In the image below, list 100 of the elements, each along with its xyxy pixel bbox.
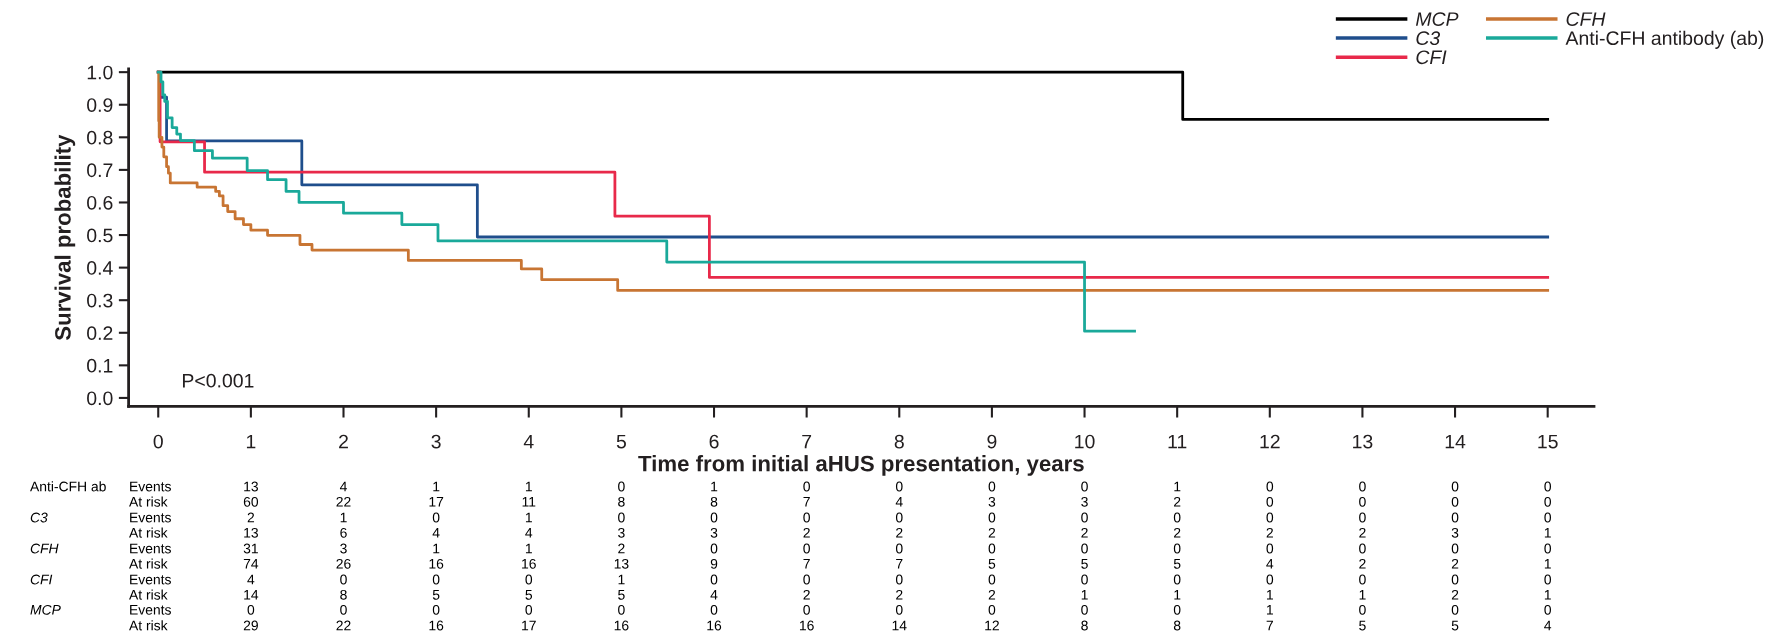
x-tick-label: 14 <box>1445 434 1466 449</box>
y-tick-label: 0.2 <box>87 326 113 341</box>
text: 1 <box>1359 590 1366 600</box>
text: 0 <box>1173 512 1181 523</box>
text: 0 <box>803 543 810 554</box>
text: 3 <box>1081 496 1088 507</box>
text: 16 <box>429 620 444 631</box>
text: 0 <box>710 604 718 615</box>
text: 0 <box>340 604 347 615</box>
text: 0 <box>710 543 718 554</box>
text: 7 <box>1266 620 1273 631</box>
text: 5 <box>525 590 533 600</box>
text: 2 <box>896 589 903 600</box>
text: 13 <box>614 558 629 569</box>
x-tick-label: 13 <box>1353 434 1373 449</box>
text: Anti-CFH ab <box>30 481 106 492</box>
text: 0 <box>525 604 533 615</box>
legend-label: CFI <box>1416 50 1447 65</box>
text: 2 <box>1359 558 1366 569</box>
text: 2 <box>896 527 903 538</box>
text: 1 <box>1266 605 1273 615</box>
text: 0 <box>432 574 440 585</box>
text: 11 <box>522 497 536 507</box>
text: 74 <box>243 559 259 569</box>
legend-label: MCP <box>1415 12 1459 26</box>
text: 5 <box>1451 620 1459 631</box>
text: CFH <box>30 543 59 554</box>
y-tick-label: 0.0 <box>87 391 113 406</box>
text: 2 <box>1266 527 1273 538</box>
text: 2 <box>247 512 255 523</box>
text: 2 <box>1174 496 1181 507</box>
text: 0 <box>988 604 996 615</box>
text: 0 <box>1266 496 1274 507</box>
text: 5 <box>1359 620 1366 631</box>
x-tick-label: 5 <box>616 434 626 449</box>
text: 9 <box>710 558 718 569</box>
text: 1 <box>1081 590 1088 600</box>
text: 60 <box>243 496 259 507</box>
x-tick-label: 7 <box>802 434 812 449</box>
text: 8 <box>1081 620 1088 631</box>
text: 0 <box>988 512 996 523</box>
x-tick-label: 8 <box>894 434 904 449</box>
text: 7 <box>803 497 810 507</box>
y-tick-label: 0.5 <box>87 228 113 243</box>
text: 16 <box>707 620 722 631</box>
text: 0 <box>1266 481 1274 492</box>
text: 8 <box>710 496 718 507</box>
text: 0 <box>1544 574 1551 585</box>
text: At risk <box>129 496 168 507</box>
text: 4 <box>1544 620 1552 631</box>
text: 16 <box>429 558 444 569</box>
text: MCP <box>30 604 61 615</box>
text: 0 <box>1544 604 1551 615</box>
text: 0 <box>988 481 996 492</box>
text: 0 <box>247 604 255 615</box>
text: 2 <box>988 527 996 538</box>
text: 0 <box>1451 574 1459 585</box>
text: 1 <box>1544 590 1551 600</box>
text: 0 <box>710 512 718 523</box>
text: 0 <box>803 481 810 492</box>
text: 0 <box>1359 481 1366 492</box>
y-tick-label: 1.0 <box>87 65 113 80</box>
text: 1 <box>433 481 440 492</box>
text: 0 <box>1359 512 1366 523</box>
text: 0 <box>988 543 996 554</box>
x-tick-label: 10 <box>1075 434 1095 449</box>
text: 0 <box>1451 604 1459 615</box>
text: 0 <box>1359 496 1366 507</box>
text: 17 <box>522 620 536 631</box>
annotation: P<0.001 <box>182 373 254 388</box>
y-tick-label: 0.6 <box>87 195 113 210</box>
text: 1 <box>1174 481 1181 492</box>
text: 4 <box>710 590 718 600</box>
text: 3 <box>710 527 718 538</box>
y-axis-title: Survival probability <box>54 134 76 341</box>
text: 14 <box>892 620 907 631</box>
text: 0 <box>1173 543 1181 554</box>
text: 4 <box>432 528 440 538</box>
x-axis-title: Time from initial aHUS presentation, years <box>638 455 1084 476</box>
text: 31 <box>243 543 258 554</box>
x-tick-label: 9 <box>987 434 997 449</box>
text: 0 <box>895 512 903 523</box>
text: 1 <box>340 512 347 523</box>
text: 1 <box>618 574 625 585</box>
text: 1 <box>1544 559 1551 569</box>
text: 0 <box>1359 543 1366 554</box>
text: 4 <box>247 574 255 585</box>
text: 7 <box>896 559 903 569</box>
x-tick-label: 6 <box>709 434 719 449</box>
text: 8 <box>1173 620 1181 631</box>
text: 0 <box>618 512 625 523</box>
x-tick-label: 0 <box>153 434 163 449</box>
text: 1 <box>1266 590 1273 600</box>
x-tick-label: 3 <box>431 434 441 449</box>
text: 0 <box>1173 574 1181 585</box>
text: 12 <box>985 620 999 631</box>
y-tick-label: 0.3 <box>87 293 113 308</box>
y-tick-label: 0.8 <box>87 130 113 145</box>
text: 0 <box>618 604 625 615</box>
text: 1 <box>1544 528 1551 538</box>
